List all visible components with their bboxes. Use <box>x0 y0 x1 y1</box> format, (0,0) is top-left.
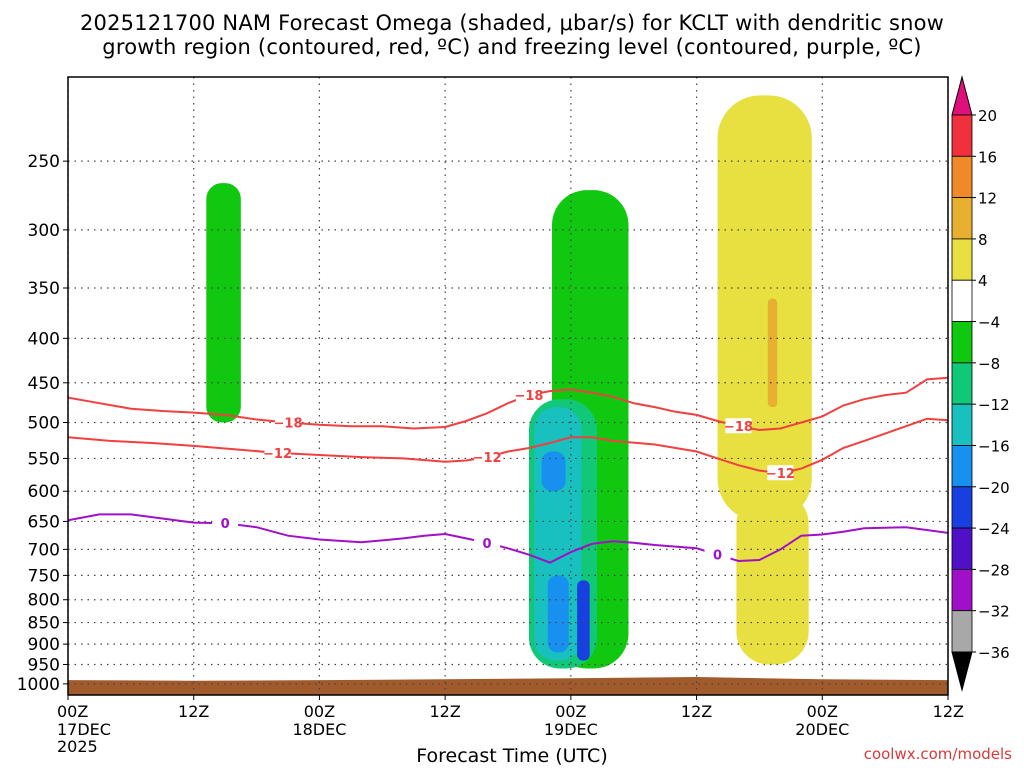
colorbar-label: −36 <box>978 644 1010 662</box>
omega-shaded-region <box>717 95 812 522</box>
x-tick-label: 12Z <box>178 702 209 721</box>
y-tick-label: 900 <box>28 635 60 655</box>
colorbar-bin <box>951 403 973 446</box>
contour-label: −12 <box>473 451 502 466</box>
omega-shaded-region <box>547 575 569 653</box>
colorbar-bin <box>951 321 973 364</box>
x-tick-label: 00Z <box>807 702 838 721</box>
y-tick-label: 950 <box>28 656 60 676</box>
colorbar-bin <box>951 114 973 157</box>
x-tick-label: 12Z <box>681 702 712 721</box>
chart-title-line-1: 2025121700 NAM Forecast Omega (shaded, μ… <box>79 11 945 35</box>
contour-label: −18 <box>274 416 303 431</box>
colorbar-label: −20 <box>978 479 1010 497</box>
colorbar-label: −8 <box>978 355 1000 373</box>
y-tick-label: 800 <box>28 591 60 611</box>
contour-line-iso_minus18 <box>68 376 948 432</box>
contour-line-freezing_level <box>68 513 948 564</box>
colorbar-bin <box>951 486 973 529</box>
contour-label-bg <box>767 465 794 481</box>
x-tick-year-label: 2025 <box>57 737 98 756</box>
colorbar-bottom-triangle <box>951 651 973 692</box>
colorbar-label: 20 <box>978 107 997 125</box>
colorbar-label: 12 <box>978 190 997 208</box>
contour-label: −18 <box>514 389 543 404</box>
y-tick-label: 250 <box>28 152 60 172</box>
y-tick-label: 350 <box>28 279 60 299</box>
y-tick-label: 500 <box>28 413 60 433</box>
y-tick-label: 700 <box>28 540 60 560</box>
colorbar-label: −12 <box>978 396 1010 414</box>
terrain-fill <box>68 677 948 695</box>
contour-label-bg <box>474 534 501 550</box>
colorbar-bin <box>951 445 973 488</box>
contour-label-bg <box>212 515 239 531</box>
colorbar-bin <box>951 610 973 653</box>
y-tick-label: 850 <box>28 614 60 634</box>
colorbar-label: −24 <box>978 520 1010 538</box>
y-tick-label: 550 <box>28 449 60 469</box>
contour-label: −18 <box>724 420 753 435</box>
y-tick-label: 600 <box>28 482 60 502</box>
colorbar-bin <box>951 362 973 405</box>
contour-label-bg <box>515 387 542 403</box>
contour-label: 0 <box>713 549 722 564</box>
x-tick-label: 00Z <box>57 702 88 721</box>
colorbar-bin <box>951 279 973 322</box>
x-tick-date-label: 20DEC <box>795 720 849 739</box>
colorbar-bin <box>951 238 973 281</box>
x-tick-label: 12Z <box>429 702 460 721</box>
y-tick-label: 300 <box>28 221 60 241</box>
colorbar-top-triangle <box>951 75 973 116</box>
contour-label-bg <box>704 546 731 562</box>
colorbar-label: −16 <box>978 437 1010 455</box>
colorbar-label: 8 <box>978 231 988 249</box>
contour-label-bg <box>725 418 752 434</box>
colorbar-bin <box>951 568 973 612</box>
contour-line-iso_minus12 <box>68 417 948 475</box>
credit-text: coolwx.com/models <box>863 745 1012 763</box>
x-axis-label: Forecast Time (UTC) <box>416 745 608 767</box>
omega-shaded-region <box>767 298 778 408</box>
y-tick-label: 750 <box>28 566 60 586</box>
colorbar-bin <box>951 155 973 199</box>
x-tick-date-label: 17DEC <box>57 720 111 739</box>
contour-label-bg <box>474 449 501 465</box>
colorbar-label: −28 <box>978 561 1010 579</box>
omega-shaded-region <box>736 491 809 665</box>
contour-label: 0 <box>221 517 230 532</box>
contour-label: 0 <box>483 537 492 552</box>
contour-label: −12 <box>263 447 292 462</box>
colorbar-label: 16 <box>978 148 997 166</box>
x-tick-date-label: 18DEC <box>292 720 346 739</box>
y-tick-label: 1000 <box>17 675 60 695</box>
colorbar-bin <box>951 197 973 240</box>
x-tick-label: 12Z <box>933 702 964 721</box>
x-tick-label: 00Z <box>304 702 335 721</box>
plot-frame <box>67 76 949 696</box>
x-tick-label: 00Z <box>555 702 586 721</box>
contour-label-bg <box>275 414 301 430</box>
y-tick-label: 450 <box>28 374 60 394</box>
omega-shaded-region <box>541 451 566 492</box>
contour-label-bg <box>264 444 291 460</box>
colorbar-label: −32 <box>978 603 1010 621</box>
y-tick-label: 650 <box>28 512 60 532</box>
chart-title-line-2: growth region (contoured, red, ºC) and f… <box>102 35 922 59</box>
omega-shaded-region <box>577 580 590 661</box>
colorbar-bin <box>951 527 973 570</box>
x-tick-date-label: 19DEC <box>544 720 598 739</box>
colorbar-label: −4 <box>978 314 1000 332</box>
omega-shaded-region <box>206 183 241 423</box>
y-tick-label: 400 <box>28 329 60 349</box>
contour-label: −12 <box>766 467 795 482</box>
colorbar-label: 4 <box>978 272 988 290</box>
